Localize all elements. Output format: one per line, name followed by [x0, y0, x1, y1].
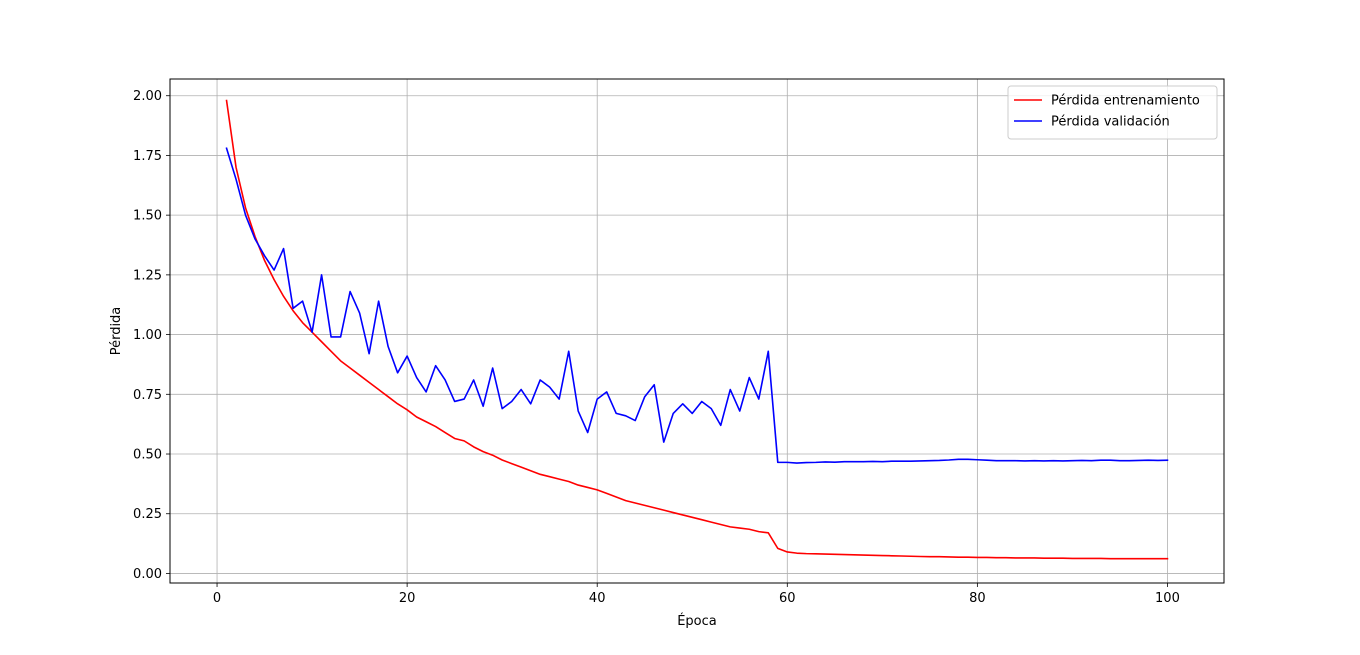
y-tick-label: 0.25	[133, 507, 162, 522]
x-tick-label: 0	[213, 591, 221, 606]
y-tick-label: 2.00	[133, 89, 162, 104]
axis-ticks: 0 20 40 60 80 100 0.00 0.25 0.50 0.75 1.00 1.25 1.50…	[133, 89, 1180, 606]
series-line-training-loss	[225, 99, 1169, 560]
legend: Pérdida entrenamiento Pérdida validación	[1007, 85, 1218, 140]
x-tick-label: 80	[969, 591, 986, 606]
legend-box	[1007, 85, 1218, 140]
x-tick-label: 100	[1155, 591, 1180, 606]
y-tick-label: 1.00	[133, 328, 162, 343]
x-axis-label: Época	[677, 613, 717, 629]
y-tick-label: 1.75	[133, 149, 162, 164]
legend-label: Pérdida entrenamiento	[1051, 94, 1200, 109]
y-tick-label: 0.75	[133, 388, 162, 403]
y-tick-label: 0.00	[133, 567, 162, 582]
y-axis-label: Pérdida	[109, 307, 124, 356]
x-tick-label: 40	[589, 591, 606, 606]
legend-label: Pérdida validación	[1051, 115, 1170, 130]
y-tick-label: 1.50	[133, 209, 162, 224]
plot-area-frame	[169, 78, 1225, 584]
y-tick-label: 0.50	[133, 448, 162, 463]
grid	[170, 79, 1224, 583]
y-tick-label: 1.25	[133, 268, 162, 283]
series-lines	[225, 99, 1169, 560]
x-tick-label: 60	[779, 591, 796, 606]
series-line-validation-loss	[225, 147, 1169, 464]
x-tick-label: 20	[399, 591, 416, 606]
